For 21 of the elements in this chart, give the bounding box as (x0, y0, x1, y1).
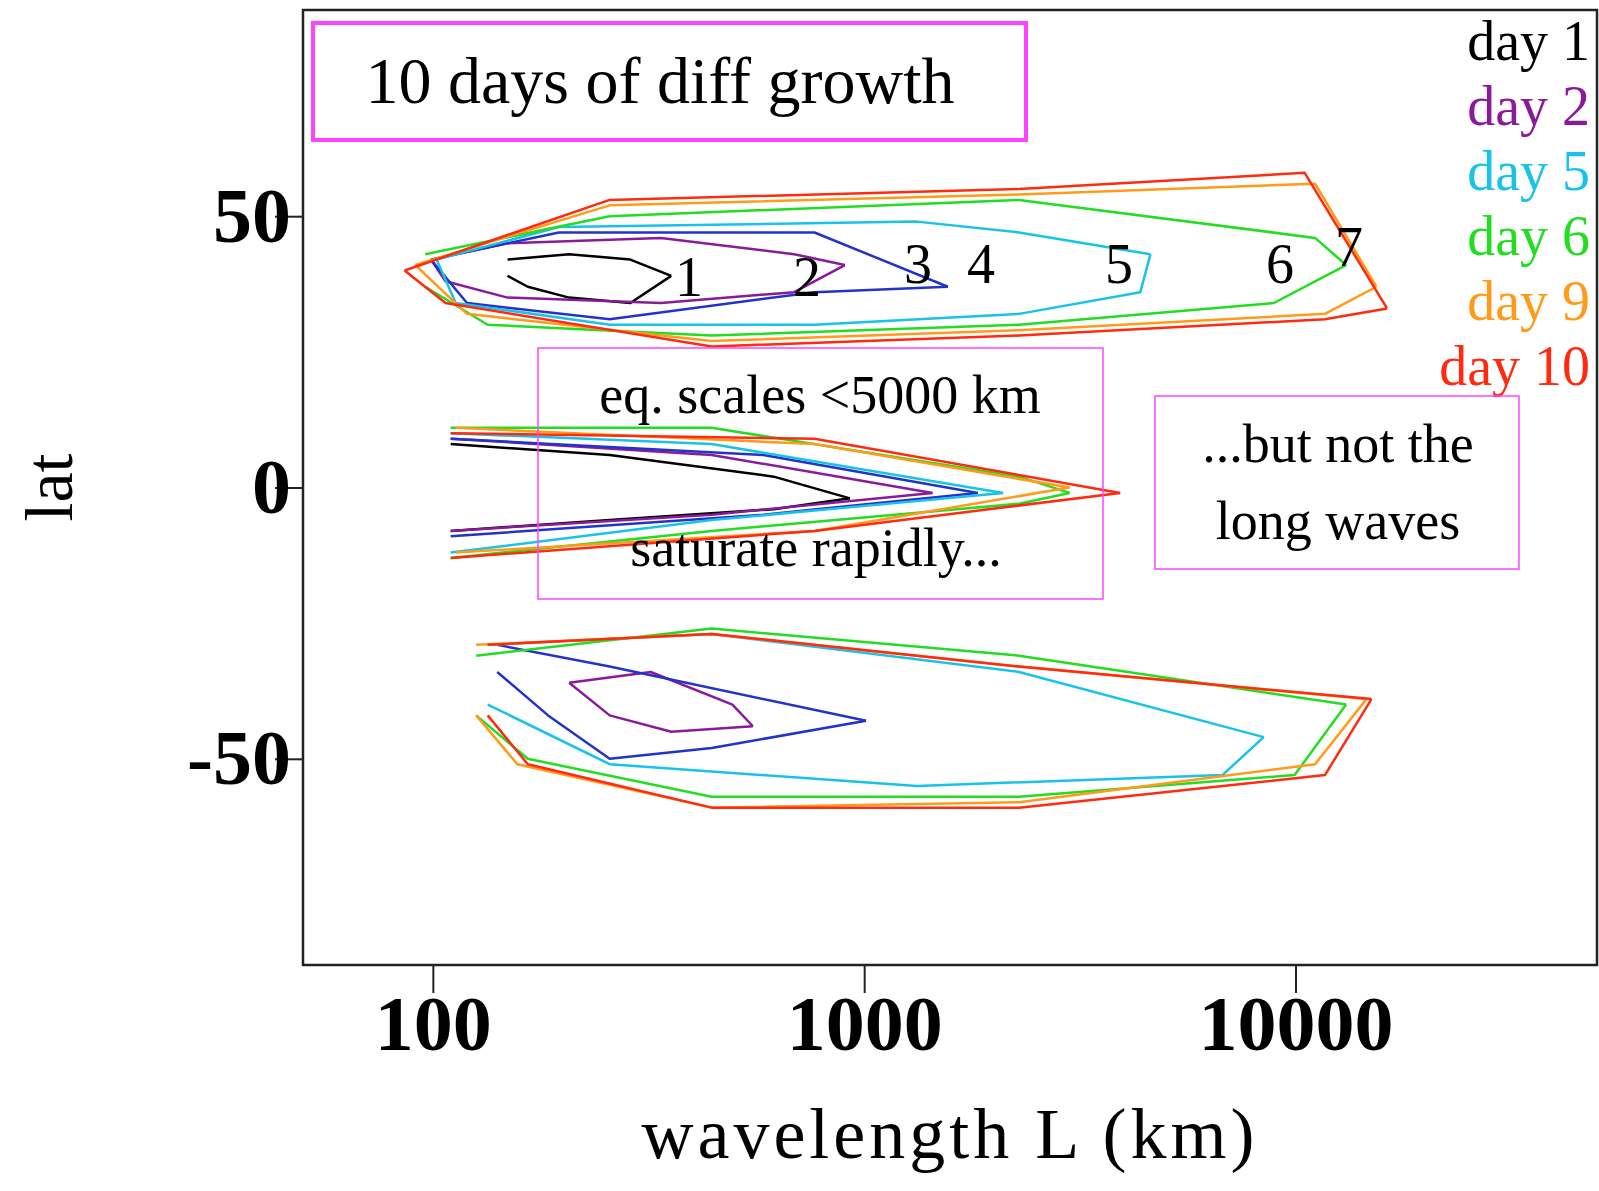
text: day 5 (1467, 140, 1590, 202)
annotation: ...but not the long waves (1202, 414, 1474, 551)
text: day 6 (1467, 205, 1590, 267)
y-axis-title: lat (11, 453, 87, 522)
y-tick-label: -50 (187, 714, 291, 802)
annotation: 5 (1105, 233, 1133, 295)
text: day 2 (1467, 75, 1590, 137)
annotation: 10 days of diff growth (365, 44, 955, 117)
x-axis-title: wavelength L (km) (641, 1094, 1259, 1174)
annotation: eq. scales <5000 km (599, 365, 1041, 425)
series-label: day 9 (1467, 270, 1590, 332)
y-tick-label: 50 (213, 171, 291, 259)
text: day 1 (1467, 10, 1590, 72)
series-label: day 10 (1439, 335, 1590, 397)
annotation: 6 (1266, 233, 1294, 295)
x-tick-label: 1000 (786, 980, 943, 1068)
y-tick-label: 0 (252, 442, 291, 530)
x-tick-label: 10000 (1198, 980, 1394, 1068)
annotation: 1 (675, 246, 703, 308)
annotation: 4 (967, 233, 995, 295)
x-tick-label: 100 (374, 980, 492, 1068)
